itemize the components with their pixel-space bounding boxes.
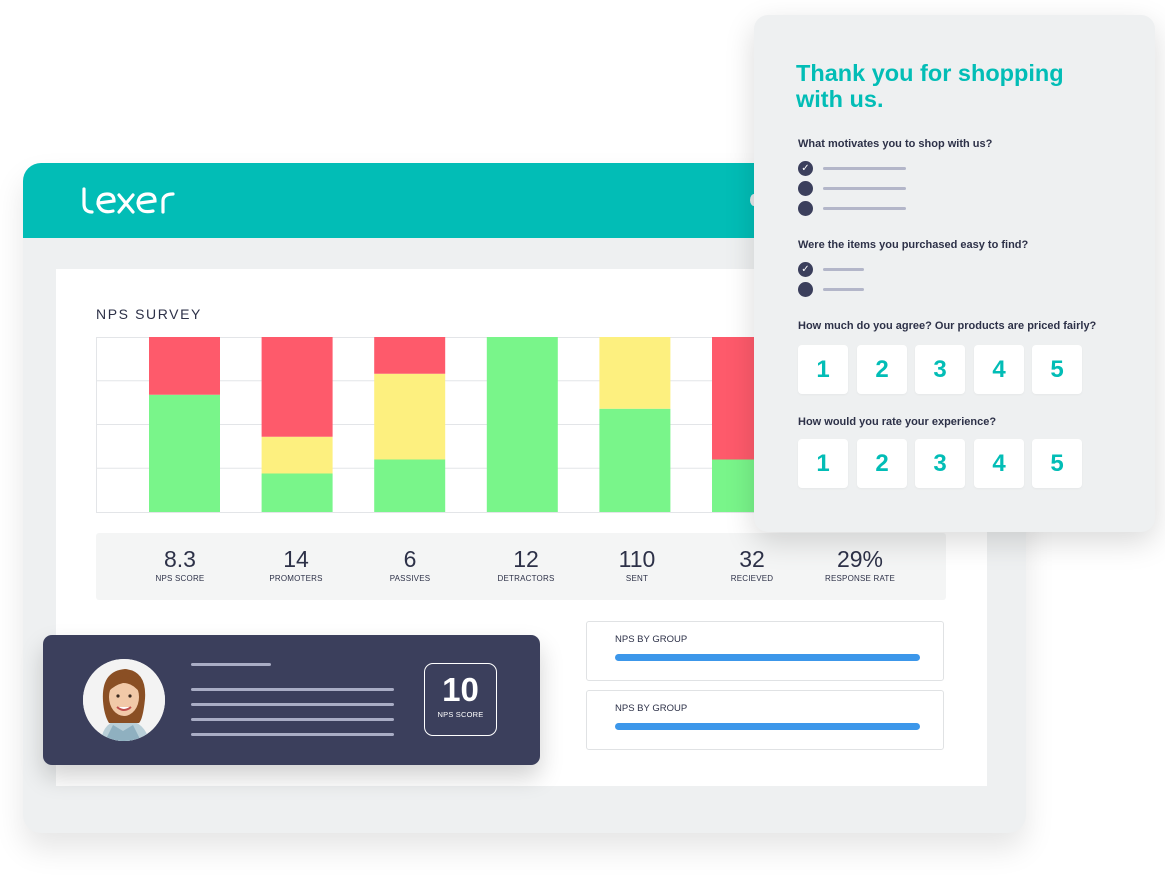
survey-option[interactable]: ✓	[798, 262, 998, 277]
stat-promoters: 14 PROMOTERS	[246, 545, 346, 583]
survey-option[interactable]	[798, 282, 998, 297]
review-text-line	[191, 663, 271, 666]
survey-question: How would you rate your experience?	[798, 416, 997, 428]
stat-value: 32	[739, 546, 765, 572]
rating-button-3[interactable]: 3	[915, 345, 965, 394]
radio-icon[interactable]	[798, 181, 813, 196]
radio-icon[interactable]	[798, 282, 813, 297]
option-text-line	[823, 187, 906, 190]
bar-4-promoters[interactable]	[486, 337, 558, 512]
stat-detractors: 12 DETRACTORS	[476, 545, 576, 583]
rating-button-4[interactable]: 4	[974, 345, 1024, 394]
group-card-label: NPS BY GROUP	[615, 634, 688, 645]
stat-value: 12	[513, 546, 539, 572]
stat-label: NPS SCORE	[155, 574, 205, 583]
rating-button-2[interactable]: 2	[857, 345, 907, 394]
stat-nps-score: 8.3 NPS SCORE	[130, 545, 230, 583]
review-text-line	[191, 718, 394, 721]
stat-value: 14	[283, 546, 309, 572]
stat-label: RECIEVED	[730, 574, 774, 583]
stat-value: 29%	[836, 546, 884, 572]
customer-review-card[interactable]: 10 NPS SCORE	[43, 635, 540, 765]
option-text-line	[823, 167, 906, 170]
nps-by-group-card[interactable]: NPS BY GROUP	[586, 690, 944, 750]
rating-button-3[interactable]: 3	[915, 439, 965, 488]
group-progress-bar	[615, 654, 920, 661]
bar-5-passives[interactable]	[599, 337, 671, 409]
survey-question: How much do you agree? Our products are …	[798, 320, 1097, 332]
group-progress-bar	[615, 723, 920, 730]
bar-2-promoters[interactable]	[261, 473, 333, 513]
stat-value: 6	[403, 546, 417, 572]
bar-3-passives[interactable]	[374, 373, 446, 460]
bar-2-passives[interactable]	[261, 436, 333, 474]
review-text-line	[191, 703, 394, 706]
page-title: NPS SURVEY	[96, 306, 202, 322]
stats-bar: 8.3 NPS SCORE 14 PROMOTERS 6 PASSIVES 12…	[96, 533, 946, 600]
option-text-line	[823, 288, 864, 291]
option-text-line	[823, 268, 864, 271]
stat-received: 32 RECIEVED	[702, 545, 802, 583]
bar-5-promoters[interactable]	[599, 408, 671, 512]
bar-3-detractors[interactable]	[374, 337, 446, 374]
survey-question: Were the items you purchased easy to fin…	[798, 239, 1029, 251]
lexer-logo[interactable]	[81, 187, 176, 220]
stat-label: PROMOTERS	[269, 574, 323, 583]
option-text-line	[823, 207, 906, 210]
rating-button-1[interactable]: 1	[798, 345, 848, 394]
review-text-line	[191, 688, 394, 691]
survey-option[interactable]	[798, 201, 998, 216]
rating-button-5[interactable]: 5	[1032, 345, 1082, 394]
review-text-line	[191, 733, 394, 736]
rating-button-1[interactable]: 1	[798, 439, 848, 488]
checkbox-checked-icon[interactable]: ✓	[798, 262, 813, 277]
stat-label: SENT	[625, 574, 649, 583]
rating-scale: 1 2 3 4 5	[798, 345, 1088, 395]
bar-1-detractors[interactable]	[149, 337, 220, 395]
survey-card: Thank you for shopping with us. What mot…	[754, 15, 1155, 532]
stat-label: DETRACTORS	[497, 574, 555, 583]
group-card-label: NPS BY GROUP	[615, 703, 688, 714]
nps-by-group-card[interactable]: NPS BY GROUP	[586, 621, 944, 681]
rating-button-4[interactable]: 4	[974, 439, 1024, 488]
survey-title: Thank you for shopping with us.	[796, 60, 1064, 112]
survey-option[interactable]: ✓	[798, 161, 998, 176]
stat-value: 110	[618, 546, 656, 572]
survey-question: What motivates you to shop with us?	[798, 138, 993, 150]
bar-1-promoters[interactable]	[149, 394, 220, 512]
stat-value: 8.3	[164, 546, 196, 572]
score-label: NPS SCORE	[437, 710, 484, 719]
avatar	[83, 659, 165, 741]
stat-response-rate: 29% RESPONSE RATE	[810, 545, 910, 583]
bar-2-detractors[interactable]	[261, 337, 333, 437]
nps-chart	[96, 337, 783, 514]
stat-sent: 110 SENT	[587, 545, 687, 583]
radio-icon[interactable]	[798, 201, 813, 216]
stat-passives: 6 PASSIVES	[360, 545, 460, 583]
nps-score-badge: 10 NPS SCORE	[424, 663, 497, 736]
rating-button-5[interactable]: 5	[1032, 439, 1082, 488]
stat-label: PASSIVES	[389, 574, 431, 583]
survey-option[interactable]	[798, 181, 998, 196]
rating-scale: 1 2 3 4 5	[798, 439, 1088, 489]
stat-label: RESPONSE RATE	[824, 574, 896, 583]
score-value: 10	[442, 671, 479, 708]
rating-button-2[interactable]: 2	[857, 439, 907, 488]
nps-stacked-bar-chart	[96, 337, 783, 513]
checkbox-checked-icon[interactable]: ✓	[798, 161, 813, 176]
bar-3-promoters[interactable]	[374, 459, 446, 513]
